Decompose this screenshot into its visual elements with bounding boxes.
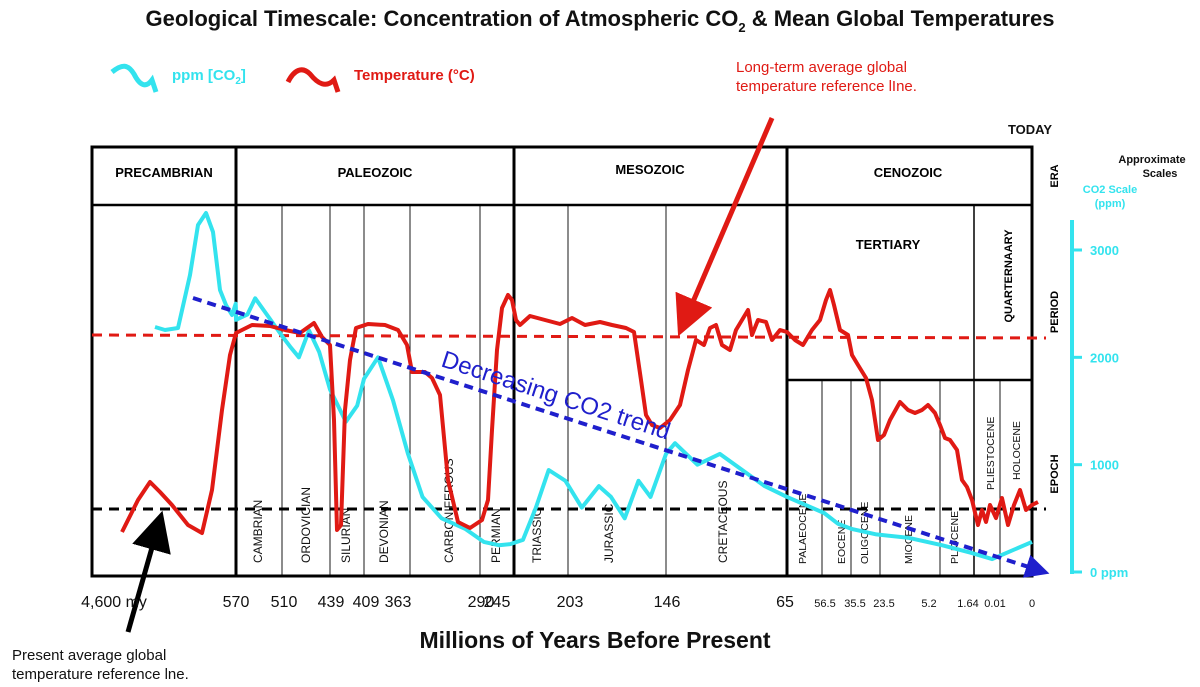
- co2-tick-label-0: 0 ppm: [1090, 565, 1128, 580]
- co2-series: [154, 211, 1033, 562]
- period-label-permian: PERMIAN: [489, 508, 503, 563]
- long-term-ref-arrow: [675, 117, 775, 337]
- co2-axis-title-2: (ppm): [1095, 198, 1126, 210]
- x-tick-10: 146: [654, 594, 681, 611]
- period-label-carboniferous: CARBONIFEROUS: [442, 458, 456, 563]
- today-label: TODAY: [1008, 122, 1052, 137]
- epoch-label-pliocene: PLIOCENE: [949, 511, 961, 564]
- scales-header-2: Scales: [1143, 168, 1178, 180]
- x-tick-13: 35.5: [844, 598, 865, 610]
- co2-scale-axis: Approximate Scales CO2 Scale (ppm) 3000 2…: [1070, 154, 1186, 580]
- era-label-paleozoic: PALEOZOIC: [338, 165, 413, 180]
- era-label-cenozoic: CENOZOIC: [874, 165, 943, 180]
- grid-frame: [90, 145, 1034, 578]
- epoch-labels: PALAEOCENE EOCENE OLIGOCENE MIOCENE PLIOCENE…: [797, 417, 1023, 564]
- scales-header-1: Approximate: [1118, 154, 1185, 166]
- co2-trend-arrow: [192, 296, 1050, 578]
- epoch-label-eocene: EOCENE: [836, 520, 848, 564]
- epoch-label-palaeocene: PALAEOCENE: [797, 494, 809, 564]
- quaternary-label: QUARTERNAARY: [1003, 229, 1015, 323]
- x-axis-label: Millions of Years Before Present: [419, 627, 770, 653]
- x-tick-3: 510: [271, 594, 298, 611]
- period-label-triassic: TRIASSIC: [530, 507, 544, 563]
- x-tick-8: 245: [484, 594, 511, 611]
- period-label-devonian: DEVONIAN: [377, 500, 391, 563]
- legend: ppm [CO2] Temperature (°C): [110, 63, 475, 93]
- era-label-precambrian: PRECAMBRIAN: [115, 165, 213, 180]
- x-tick-2: 570: [223, 594, 250, 611]
- legend-swatch-temp: [285, 67, 341, 93]
- legend-swatch-co2: [110, 63, 159, 93]
- x-tick-5: 409: [353, 594, 380, 611]
- tertiary-label: TERTIARY: [856, 237, 921, 252]
- x-tick-18: 0: [1029, 598, 1035, 610]
- row-label-epoch: EPOCH: [1049, 454, 1061, 493]
- x-tick-9: 203: [557, 594, 584, 611]
- epoch-label-pliestocene: PLIESTOCENE: [985, 417, 997, 490]
- x-tick-17: 0.01: [984, 598, 1005, 610]
- era-label-mesozoic: MESOZOIC: [615, 162, 685, 177]
- x-tick-14: 23.5: [873, 598, 894, 610]
- x-tick-1: 4,600 my: [81, 594, 147, 611]
- x-tick-6: 363: [385, 594, 412, 611]
- long-term-ref-label-2: temperature reference lIne.: [736, 78, 917, 95]
- co2-line: [154, 211, 1033, 562]
- legend-label-temp: Temperature (°C): [354, 67, 475, 84]
- present-ref-arrow: [125, 510, 171, 633]
- x-tick-12: 56.5: [814, 598, 835, 610]
- long-term-ref-label-1: Long-term average global: [736, 59, 907, 76]
- x-tick-16: 1.64: [957, 598, 978, 610]
- co2-axis-ticks: 3000 2000 1000 0 ppm: [1072, 243, 1128, 580]
- period-dividers: [281, 205, 667, 576]
- period-label-jurassic: JURASSIC: [602, 503, 616, 563]
- present-ref-label-2: temperature reference lne.: [12, 666, 189, 683]
- present-ref-label-1: Present average global: [12, 647, 166, 664]
- co2-tick-label-1000: 1000: [1090, 458, 1119, 473]
- co2-tick-label-3000: 3000: [1090, 243, 1119, 258]
- x-tick-4: 439: [318, 594, 345, 611]
- x-tick-15: 5.2: [921, 598, 936, 610]
- row-label-period: PERIOD: [1049, 291, 1061, 333]
- epoch-dividers: [821, 380, 1001, 576]
- long-term-reference-line: [91, 333, 1047, 340]
- legend-label-co2: ppm [CO2]: [172, 67, 246, 87]
- chart-title: Geological Timescale: Concentration of A…: [145, 6, 1054, 35]
- period-label-ordovician: ORDOVICIAN: [299, 487, 313, 563]
- period-label-cretaceous: CRETACEOUS: [716, 481, 730, 563]
- timescale-grid: [90, 145, 1034, 578]
- x-tick-7: 290: [468, 594, 495, 611]
- row-label-era: ERA: [1049, 164, 1061, 187]
- co2-tick-label-2000: 2000: [1090, 350, 1119, 365]
- temperature-line: [120, 288, 1039, 535]
- co2-axis-title-1: CO2 Scale: [1083, 184, 1137, 196]
- x-tick-11: 65: [776, 594, 794, 611]
- temperature-series: [120, 288, 1039, 535]
- epoch-label-holocene: HOLOCENE: [1011, 421, 1023, 480]
- period-label-cambrian: CAMBRIAN: [251, 500, 265, 563]
